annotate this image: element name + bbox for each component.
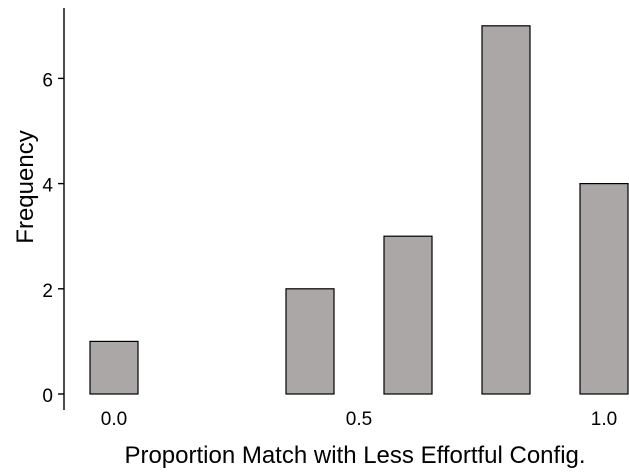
bar-2 — [383, 235, 433, 395]
y-axis-title: Frequency — [12, 130, 39, 243]
x-axis-ticks: 0.0 0.5 1.0 — [101, 409, 617, 430]
y-tick-label-0: 0 — [42, 386, 53, 407]
x-axis-title: Proportion Match with Less Effortful Con… — [124, 442, 585, 469]
y-tick-label-1: 2 — [42, 281, 53, 302]
bar-1 — [285, 288, 335, 395]
x-tick-label-0: 0.0 — [101, 409, 127, 430]
x-tick-label-2: 1.0 — [591, 409, 617, 430]
bar-3 — [481, 25, 531, 395]
y-tick-label-2: 4 — [42, 176, 53, 197]
bar-4 — [579, 183, 629, 395]
bars-group — [89, 25, 629, 395]
bar-0 — [89, 340, 139, 395]
x-tick-label-1: 0.5 — [346, 409, 372, 430]
y-axis-ticks: 0 2 4 6 — [42, 70, 64, 407]
y-tick-label-3: 6 — [42, 70, 53, 91]
